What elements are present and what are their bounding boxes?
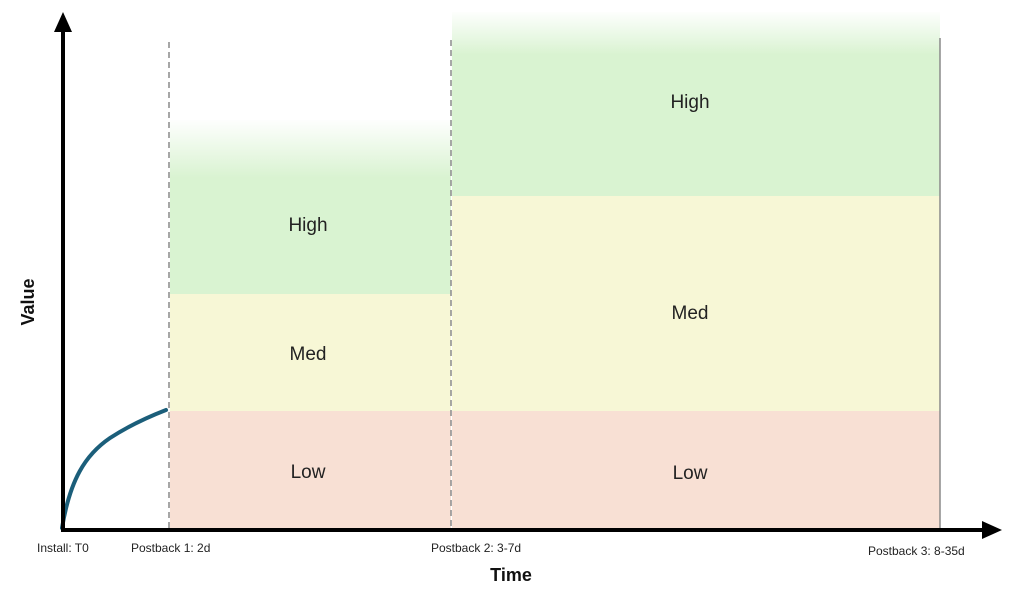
window-1: High Med Low: [170, 118, 451, 530]
x-axis-arrow-icon: [982, 521, 1002, 539]
window-1-band-low: [170, 411, 451, 530]
window-2: High Med Low: [452, 10, 940, 530]
window-2-band-med: [452, 196, 940, 411]
window-2-band-low: [452, 411, 940, 530]
value-curve: [60, 408, 168, 530]
window-2-high-fade: [452, 10, 940, 55]
tick-label-install: Install: T0: [37, 541, 89, 555]
window-1-label-low: Low: [291, 462, 326, 483]
x-axis-title: Time: [490, 565, 532, 585]
x-axis: [61, 521, 1002, 539]
y-axis-title: Value: [18, 278, 38, 325]
window-2-label-med: Med: [672, 303, 709, 324]
window-2-label-high: High: [670, 92, 709, 113]
y-axis: [54, 12, 72, 530]
tick-label-postback-3: Postback 3: 8-35d: [868, 544, 965, 558]
tick-label-postback-2: Postback 2: 3-7d: [431, 541, 521, 555]
window-1-high-fade: [170, 118, 451, 178]
tick-label-postback-1: Postback 1: 2d: [131, 541, 210, 555]
window-1-label-med: Med: [290, 344, 327, 365]
window-1-label-high: High: [288, 215, 327, 236]
window-2-label-low: Low: [673, 463, 708, 484]
y-axis-arrow-icon: [54, 12, 72, 32]
window-1-band-med: [170, 294, 451, 411]
